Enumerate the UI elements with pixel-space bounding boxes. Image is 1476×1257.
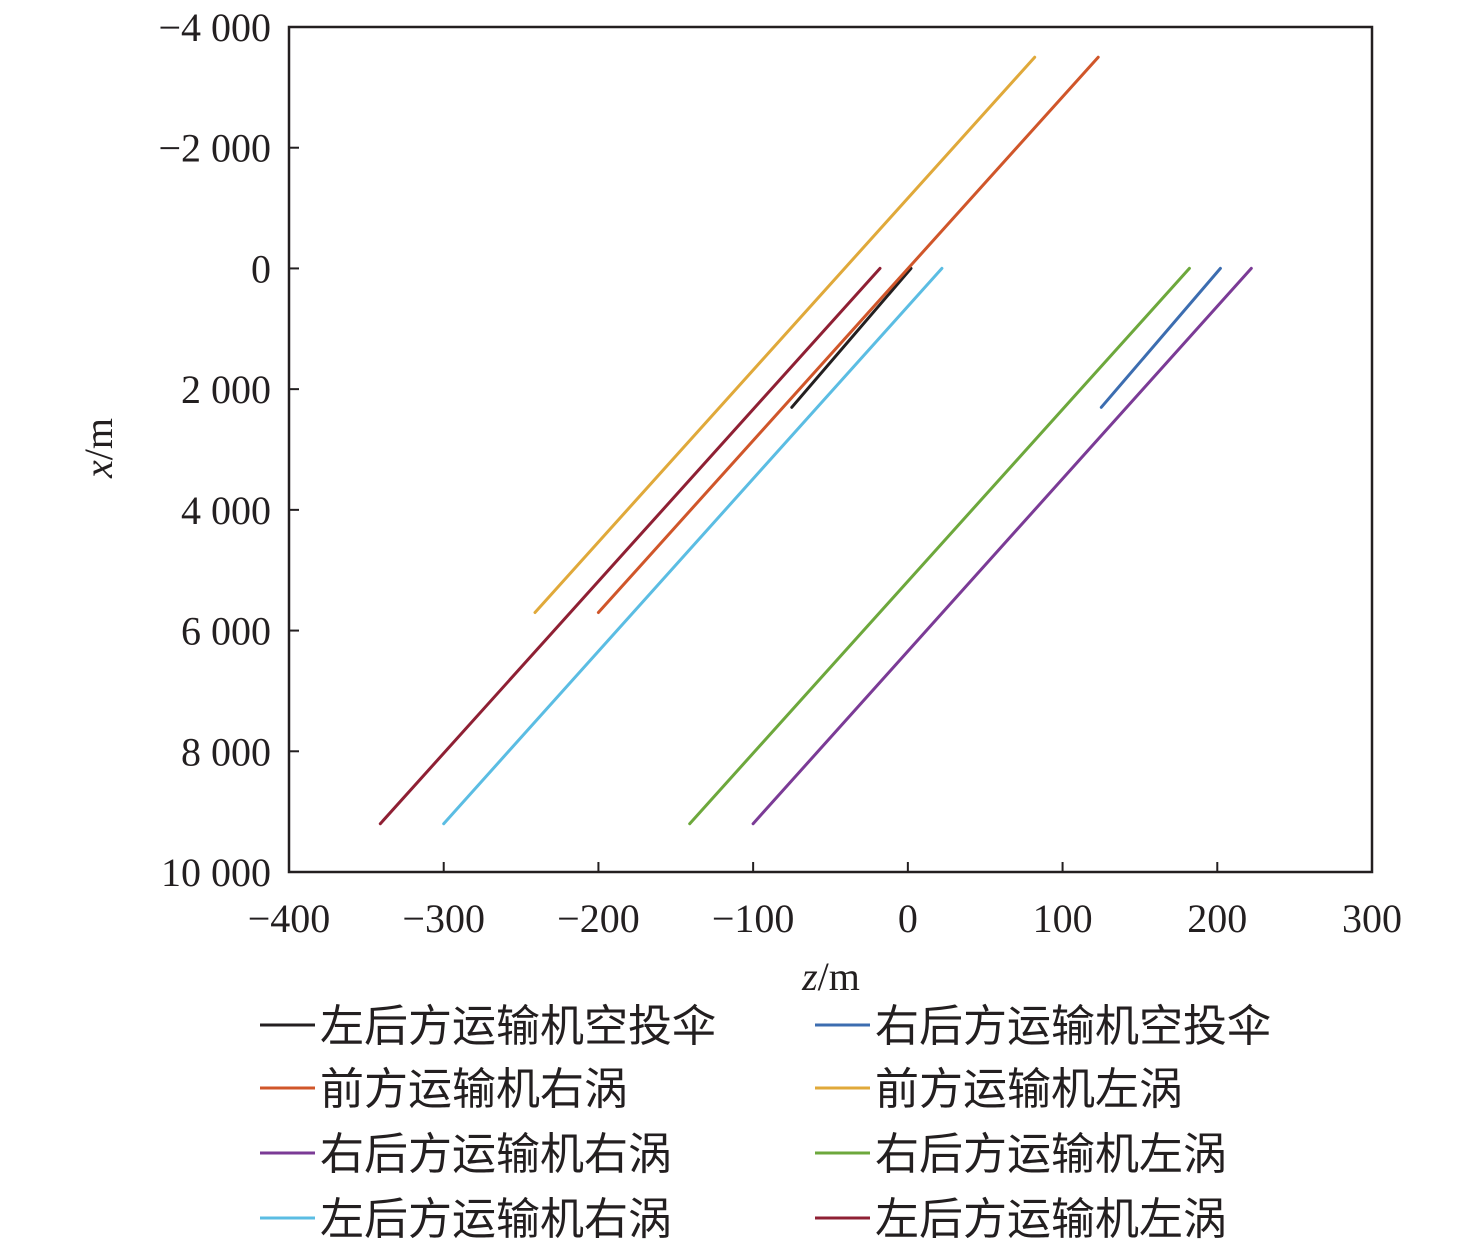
y-axis-label-unit: /m bbox=[76, 418, 121, 460]
series-line-1 bbox=[790, 266, 913, 409]
x-tick-label: −300 bbox=[402, 896, 485, 941]
plot-area-frame bbox=[287, 25, 1374, 874]
y-tick-label: 0 bbox=[251, 246, 271, 291]
series-line-5 bbox=[751, 266, 1253, 826]
y-axis-label: x/m bbox=[76, 418, 121, 479]
x-axis-label: z/m bbox=[801, 954, 860, 999]
legend-label-2: 右后方运输机空投伞 bbox=[875, 1001, 1271, 1052]
y-tick-label: −2 000 bbox=[158, 126, 271, 171]
y-tick-label: 2 000 bbox=[181, 367, 271, 412]
legend-label-8: 左后方运输机左涡 bbox=[875, 1194, 1227, 1245]
series-line-7 bbox=[442, 266, 944, 826]
x-tick-label: −100 bbox=[712, 896, 795, 941]
y-tick-label: 10 000 bbox=[161, 850, 271, 895]
legend-label-5: 右后方运输机右涡 bbox=[320, 1129, 672, 1180]
legend-label-3: 前方运输机右涡 bbox=[320, 1064, 628, 1115]
y-axis-ticks: −4 000 −2 000 0 2 000 4 000 6 000 8 000 10 000 bbox=[158, 5, 299, 895]
series-line-8 bbox=[378, 266, 882, 826]
x-tick-label: 200 bbox=[1187, 896, 1247, 941]
x-tick-label: −200 bbox=[557, 896, 640, 941]
series-line-4 bbox=[533, 55, 1037, 614]
legend-label-4: 前方运输机左涡 bbox=[875, 1064, 1183, 1115]
series-line-3 bbox=[596, 55, 1100, 614]
x-tick-label: −400 bbox=[248, 896, 331, 941]
series-line-6 bbox=[688, 266, 1191, 826]
x-tick-label: 0 bbox=[898, 896, 918, 941]
x-axis-label-var: z bbox=[801, 954, 818, 999]
x-tick-label: 300 bbox=[1342, 896, 1402, 941]
y-tick-label: 4 000 bbox=[181, 488, 271, 533]
y-tick-label: 8 000 bbox=[181, 729, 271, 774]
y-tick-label: 6 000 bbox=[181, 609, 271, 654]
y-tick-label: −4 000 bbox=[158, 5, 271, 50]
legend-label-7: 左后方运输机右涡 bbox=[320, 1194, 672, 1245]
series-line-2 bbox=[1099, 266, 1222, 409]
legend-label-1: 左后方运输机空投伞 bbox=[320, 1001, 716, 1052]
y-axis-label-var: x bbox=[76, 460, 121, 479]
x-axis-ticks: −400 −300 −200 −100 0 100 200 300 bbox=[248, 862, 1402, 941]
legend-label-6: 右后方运输机左涡 bbox=[875, 1129, 1227, 1180]
x-axis-label-unit: /m bbox=[818, 954, 860, 999]
series-layer bbox=[378, 55, 1253, 826]
x-tick-label: 100 bbox=[1033, 896, 1093, 941]
